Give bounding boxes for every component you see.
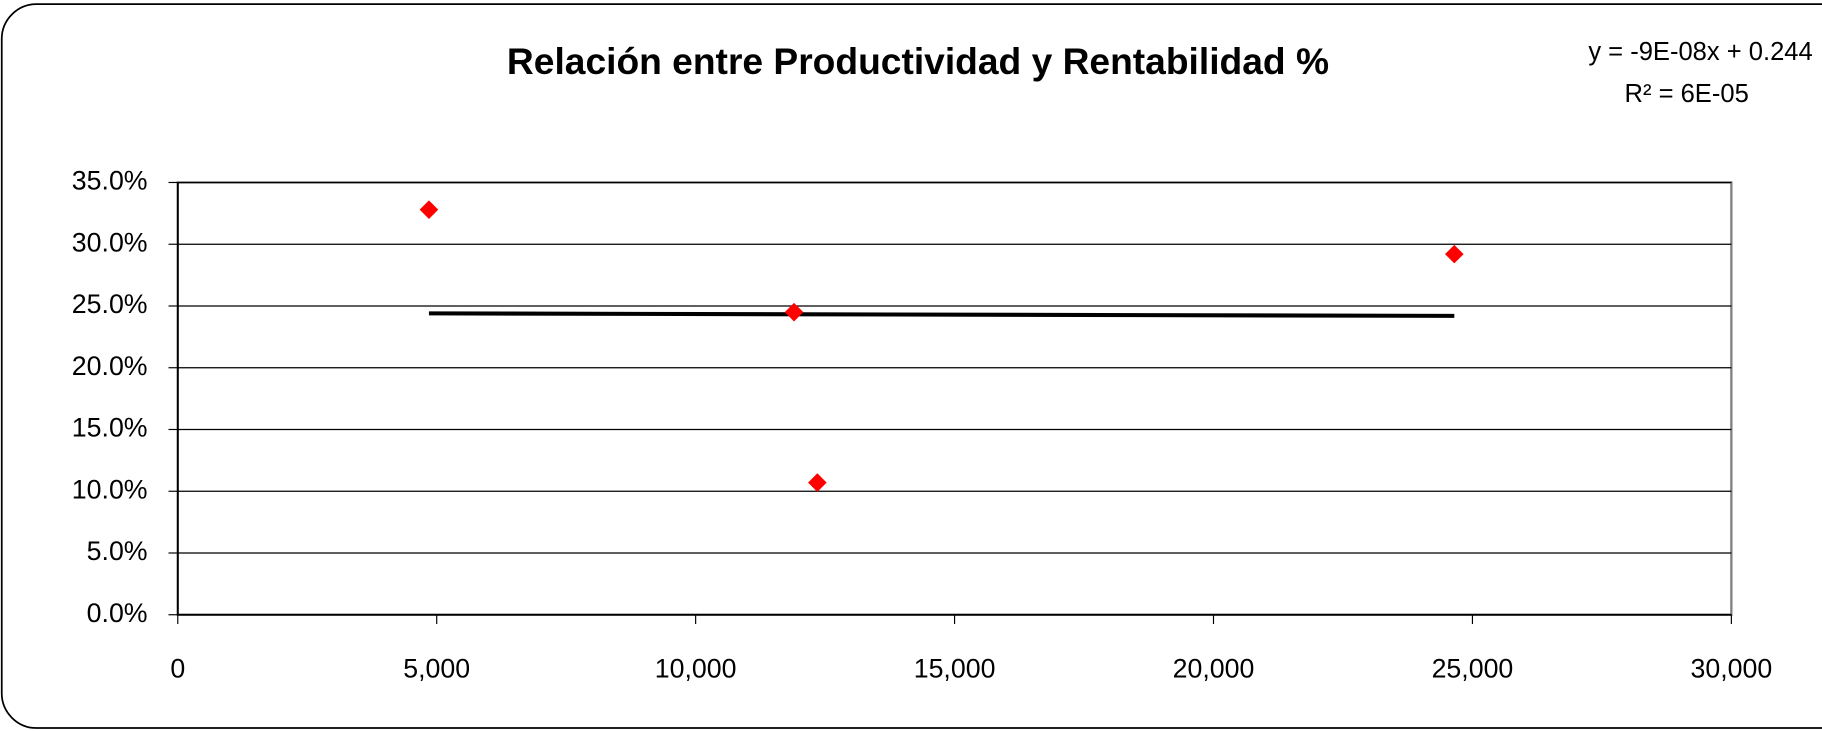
y-tick-label: 20.0% [72, 351, 148, 381]
scatter-point [784, 302, 804, 322]
y-tick-label: 25.0% [72, 289, 148, 319]
x-tick-label: 25,000 [1432, 654, 1514, 684]
trend-r2: R² = 6E-05 [1625, 80, 1749, 108]
y-tick-label: 0.0% [87, 598, 148, 628]
trend-equation: y = -9E-08x + 0.244 [1588, 38, 1812, 66]
y-tick-label: 5.0% [87, 536, 148, 566]
chart-title: Relación entre Productividad y Rentabili… [507, 40, 1329, 82]
scatter-point [419, 200, 439, 219]
x-tick-label: 10,000 [655, 654, 737, 684]
y-tick-label: 15.0% [72, 413, 148, 443]
x-tick-label: 20,000 [1173, 654, 1255, 684]
y-tick-label: 30.0% [72, 227, 148, 257]
x-tick-label: 15,000 [914, 654, 996, 684]
chart-frame [0, 3, 1822, 729]
y-tick-label: 35.0% [72, 166, 148, 196]
x-tick-label: 5,000 [403, 654, 470, 684]
x-tick-label: 0 [170, 654, 185, 684]
scatter-point [808, 473, 827, 492]
y-tick-label: 10.0% [72, 474, 148, 504]
x-tick-label: 30,000 [1690, 654, 1772, 684]
trendline [428, 311, 1455, 318]
